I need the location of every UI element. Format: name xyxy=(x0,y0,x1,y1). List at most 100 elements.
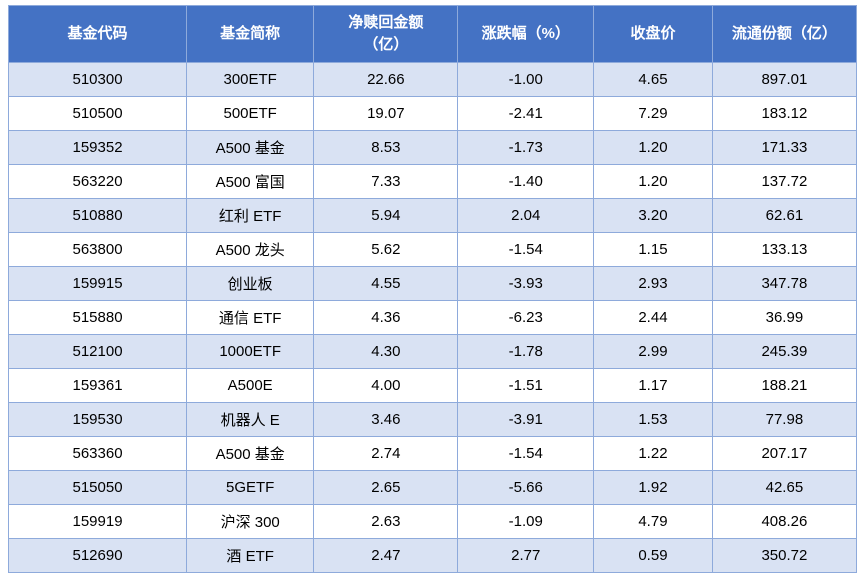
table-row: 159530 机器人 E 3.46 -3.91 1.53 77.98 xyxy=(7,402,858,437)
table-cell: A500E xyxy=(186,368,315,403)
table-body: 510300 300ETF 22.66 -1.00 4.65 897.01 510500 50… xyxy=(7,62,858,573)
table-cell: 1.20 xyxy=(593,130,713,165)
table-cell: 347.78 xyxy=(711,266,858,301)
header-circulating-shares: 流通份额（亿） xyxy=(711,5,858,63)
table-cell: 159915 xyxy=(7,266,188,301)
table-cell: 7.29 xyxy=(593,96,713,131)
page: 基金代码 基金简称 净赎回金额 （亿） 涨跌幅（%） 收盘价 流通份额（亿） 5… xyxy=(7,5,858,573)
table-cell: -1.40 xyxy=(457,164,595,199)
table-row: 510500 500ETF 19.07 -2.41 7.29 183.12 xyxy=(7,96,858,131)
table-cell: 207.17 xyxy=(711,436,858,471)
table-cell: 77.98 xyxy=(711,402,858,437)
header-net-redemption: 净赎回金额 （亿） xyxy=(313,5,459,63)
header-change-pct: 涨跌幅（%） xyxy=(457,5,595,63)
fund-table: 基金代码 基金简称 净赎回金额 （亿） 涨跌幅（%） 收盘价 流通份额（亿） 5… xyxy=(7,5,858,573)
table-cell: 4.65 xyxy=(593,62,713,97)
table-row: 159352 A500 基金 8.53 -1.73 1.20 171.33 xyxy=(7,130,858,165)
table-cell: 7.33 xyxy=(313,164,459,199)
table-cell: 500ETF xyxy=(186,96,315,131)
table-cell: 133.13 xyxy=(711,232,858,267)
table-cell: 2.47 xyxy=(313,538,459,573)
table-cell: 1.22 xyxy=(593,436,713,471)
table-cell: 1000ETF xyxy=(186,334,315,369)
table-cell: 183.12 xyxy=(711,96,858,131)
table-cell: 22.66 xyxy=(313,62,459,97)
table-cell: 563220 xyxy=(7,164,188,199)
table-cell: 512100 xyxy=(7,334,188,369)
table-row: 512690 酒 ETF 2.47 2.77 0.59 350.72 xyxy=(7,538,858,573)
table-cell: 137.72 xyxy=(711,164,858,199)
table-cell: 188.21 xyxy=(711,368,858,403)
table-cell: 897.01 xyxy=(711,62,858,97)
table-cell: 3.46 xyxy=(313,402,459,437)
table-cell: 245.39 xyxy=(711,334,858,369)
table-cell: -1.78 xyxy=(457,334,595,369)
table-cell: 1.17 xyxy=(593,368,713,403)
table-cell: 19.07 xyxy=(313,96,459,131)
table-row: 510300 300ETF 22.66 -1.00 4.65 897.01 xyxy=(7,62,858,97)
table-cell: 2.93 xyxy=(593,266,713,301)
table-cell: 5GETF xyxy=(186,470,315,505)
table-cell: -1.00 xyxy=(457,62,595,97)
table-cell: 4.36 xyxy=(313,300,459,335)
table-cell: 通信 ETF xyxy=(186,300,315,335)
table-header: 基金代码 基金简称 净赎回金额 （亿） 涨跌幅（%） 收盘价 流通份额（亿） xyxy=(7,5,858,63)
table-cell: 2.04 xyxy=(457,198,595,233)
table-cell: 159352 xyxy=(7,130,188,165)
table-cell: -1.09 xyxy=(457,504,595,539)
table-cell: 563800 xyxy=(7,232,188,267)
table-row: 159361 A500E 4.00 -1.51 1.17 188.21 xyxy=(7,368,858,403)
table-cell: 机器人 E xyxy=(186,402,315,437)
table-cell: 515880 xyxy=(7,300,188,335)
table-cell: 2.99 xyxy=(593,334,713,369)
table-row: 515050 5GETF 2.65 -5.66 1.92 42.65 xyxy=(7,470,858,505)
table-cell: 红利 ETF xyxy=(186,198,315,233)
table-cell: 42.65 xyxy=(711,470,858,505)
table-cell: -6.23 xyxy=(457,300,595,335)
table-cell: 159919 xyxy=(7,504,188,539)
table-cell: 159530 xyxy=(7,402,188,437)
table-cell: -1.54 xyxy=(457,436,595,471)
table-cell: 512690 xyxy=(7,538,188,573)
header-fund-name: 基金简称 xyxy=(186,5,315,63)
table-cell: 510500 xyxy=(7,96,188,131)
table-cell: 8.53 xyxy=(313,130,459,165)
table-cell: 171.33 xyxy=(711,130,858,165)
table-cell: 300ETF xyxy=(186,62,315,97)
table-cell: 510880 xyxy=(7,198,188,233)
table-cell: 4.30 xyxy=(313,334,459,369)
table-cell: 2.44 xyxy=(593,300,713,335)
table-cell: 2.65 xyxy=(313,470,459,505)
table-cell: -2.41 xyxy=(457,96,595,131)
table-cell: 1.20 xyxy=(593,164,713,199)
table-cell: 62.61 xyxy=(711,198,858,233)
table-cell: 1.92 xyxy=(593,470,713,505)
table-cell: 沪深 300 xyxy=(186,504,315,539)
table-cell: 36.99 xyxy=(711,300,858,335)
table-cell: 0.59 xyxy=(593,538,713,573)
table-cell: 酒 ETF xyxy=(186,538,315,573)
table-cell: 515050 xyxy=(7,470,188,505)
table-cell: 2.74 xyxy=(313,436,459,471)
table-cell: 4.55 xyxy=(313,266,459,301)
table-cell: 2.77 xyxy=(457,538,595,573)
table-row: 563360 A500 基金 2.74 -1.54 1.22 207.17 xyxy=(7,436,858,471)
table-cell: 1.15 xyxy=(593,232,713,267)
table-cell: 350.72 xyxy=(711,538,858,573)
table-cell: -1.73 xyxy=(457,130,595,165)
header-fund-code: 基金代码 xyxy=(7,5,188,63)
table-cell: -5.66 xyxy=(457,470,595,505)
table-row: 159915 创业板 4.55 -3.93 2.93 347.78 xyxy=(7,266,858,301)
header-close-price: 收盘价 xyxy=(593,5,713,63)
table-cell: 510300 xyxy=(7,62,188,97)
table-cell: -3.91 xyxy=(457,402,595,437)
table-cell: 创业板 xyxy=(186,266,315,301)
header-row: 基金代码 基金简称 净赎回金额 （亿） 涨跌幅（%） 收盘价 流通份额（亿） xyxy=(7,5,858,63)
table-cell: 408.26 xyxy=(711,504,858,539)
table-row: 159919 沪深 300 2.63 -1.09 4.79 408.26 xyxy=(7,504,858,539)
table-cell: 563360 xyxy=(7,436,188,471)
table-cell: 4.79 xyxy=(593,504,713,539)
table-row: 512100 1000ETF 4.30 -1.78 2.99 245.39 xyxy=(7,334,858,369)
table-cell: 5.94 xyxy=(313,198,459,233)
table-cell: 159361 xyxy=(7,368,188,403)
